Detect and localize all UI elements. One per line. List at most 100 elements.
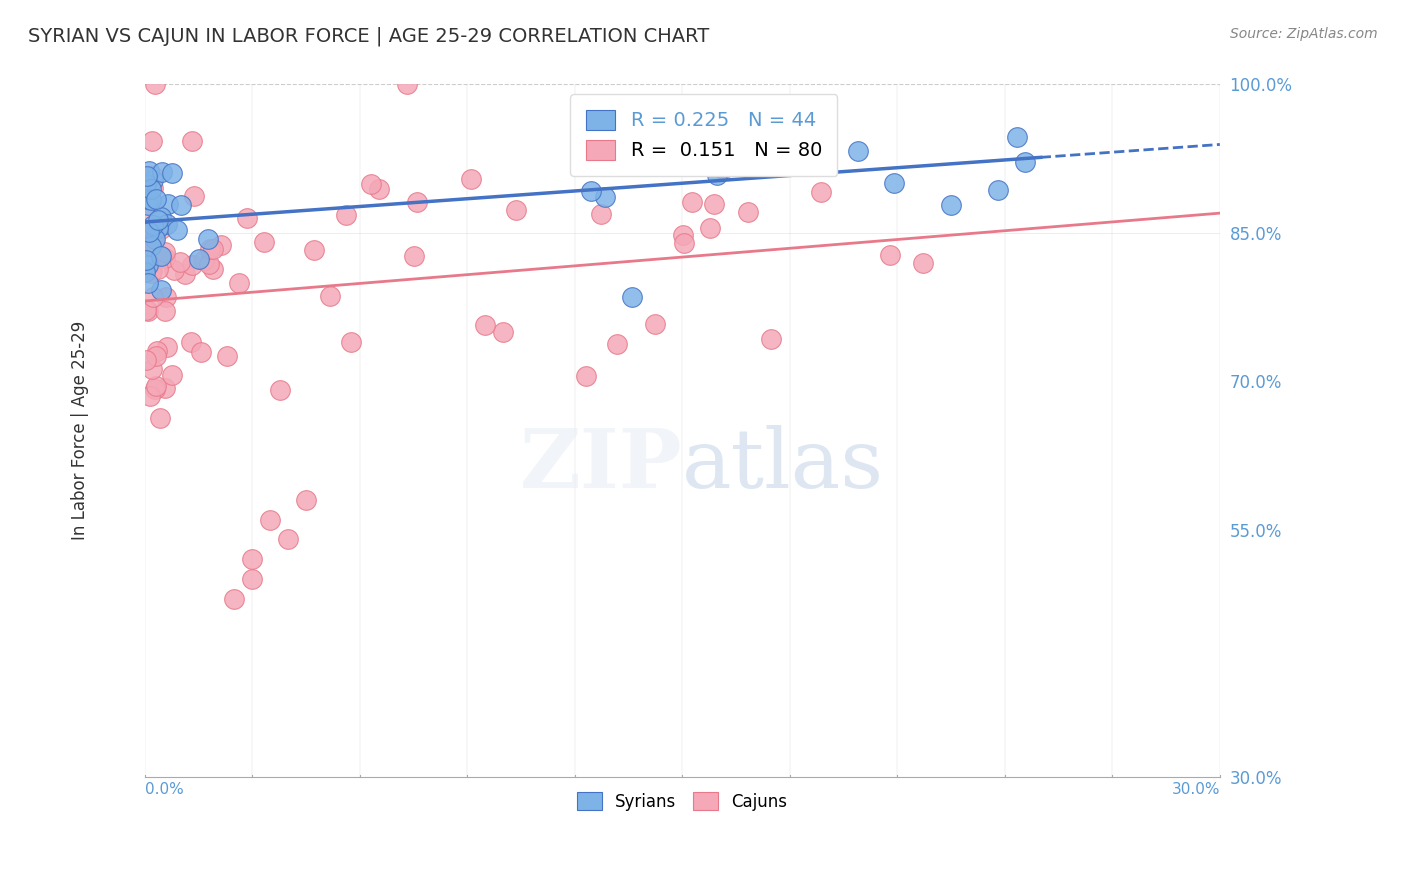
Point [879,248,901,262]
Point [156,217,179,231]
Point [142,181,165,195]
Point [197,232,219,246]
Point [1014,155,1036,169]
Point [149,411,172,425]
Point [145,378,167,392]
Point [135,352,157,367]
Point [644,317,666,331]
Point [162,263,184,277]
Point [340,335,363,350]
Point [149,221,172,235]
Point [181,134,204,148]
Point [606,336,628,351]
Point [574,368,596,383]
Point [153,381,176,395]
Text: SYRIAN VS CAJUN IN LABOR FORCE | AGE 25-29 CORRELATION CHART: SYRIAN VS CAJUN IN LABOR FORCE | AGE 25-… [28,27,710,46]
Point [139,389,162,403]
Point [505,202,527,217]
Point [240,572,263,586]
Point [197,257,219,271]
Point [160,368,183,382]
Point [202,261,225,276]
Point [145,219,167,234]
Y-axis label: In Labor Force | Age 25-29: In Labor Force | Age 25-29 [72,321,89,541]
Point [135,253,157,268]
Point [139,266,162,280]
Point [174,267,197,281]
Point [142,290,165,304]
Point [711,161,734,176]
Point [492,326,515,340]
Point [139,181,162,195]
Point [153,245,176,260]
Point [136,259,159,273]
Point [846,145,869,159]
Point [769,118,792,132]
Point [335,209,357,223]
Point [737,204,759,219]
Point [240,552,263,566]
Point [141,135,163,149]
Point [794,146,817,161]
Point [699,221,721,235]
Point [145,193,167,207]
Point [395,78,418,92]
Point [181,258,204,272]
Point [143,232,166,246]
Point [190,345,212,359]
Text: ZIP: ZIP [520,425,682,505]
Point [236,211,259,226]
Point [142,173,165,187]
Point [150,164,173,178]
Point [138,304,160,318]
Point [136,223,159,237]
Point [142,169,165,184]
Point [941,198,963,212]
Point [153,304,176,318]
Point [703,197,725,211]
Point [150,283,173,297]
Point [135,177,157,191]
Point [143,382,166,396]
Point [672,228,695,243]
Point [706,168,728,182]
Point [156,340,179,354]
Point [259,513,281,527]
Point [295,492,318,507]
Point [146,220,169,235]
Point [139,239,162,253]
Point [141,193,163,207]
Legend: Syrians, Cajuns: Syrians, Cajuns [564,779,801,824]
Point [146,212,169,227]
Point [149,249,172,263]
Point [145,343,167,358]
Text: Source: ZipAtlas.com: Source: ZipAtlas.com [1230,27,1378,41]
Point [810,185,832,199]
Point [198,242,221,256]
Point [136,169,159,183]
Point [404,249,426,263]
Point [136,233,159,247]
Point [155,289,177,303]
Point [143,227,166,242]
Point [368,182,391,196]
Point [277,533,299,547]
Point [406,194,429,209]
Point [215,349,238,363]
Point [134,209,156,223]
Point [579,184,602,198]
Point [136,198,159,212]
Point [149,219,172,233]
Point [157,196,180,211]
Point [474,318,496,333]
Point [202,242,225,256]
Point [146,262,169,277]
Point [143,78,166,92]
Point [360,177,382,191]
Point [643,131,665,145]
Point [183,189,205,203]
Point [187,252,209,266]
Text: 30.0%: 30.0% [1171,781,1220,797]
Point [142,218,165,232]
Point [145,349,167,363]
